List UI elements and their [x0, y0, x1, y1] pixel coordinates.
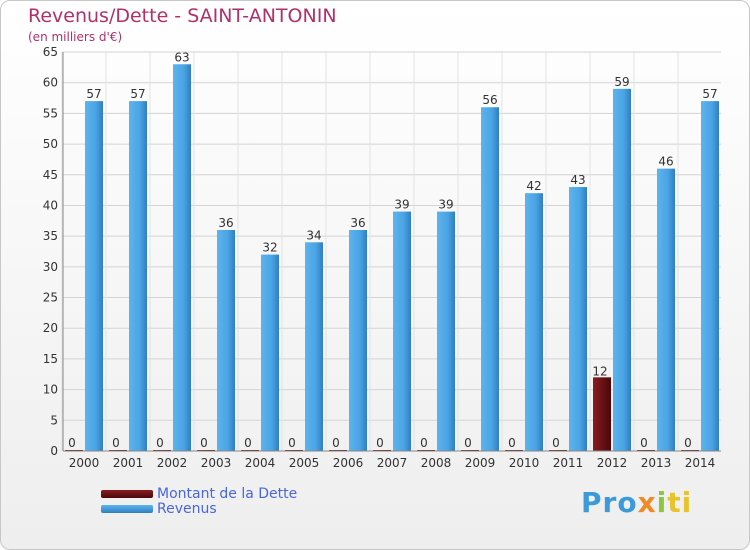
logo-part-1: Pro	[581, 486, 638, 519]
x-tick-label-2003: 2003	[201, 456, 232, 470]
data-label-revenus-2010: 42	[526, 179, 541, 193]
x-tick-label-2007: 2007	[377, 456, 408, 470]
data-label-revenus-2001: 57	[130, 87, 145, 101]
bar-revenus-2012	[613, 88, 631, 451]
bar-revenus-2014	[701, 101, 719, 451]
x-tick-label-2011: 2011	[553, 456, 584, 470]
data-label-dette-2002: 0	[156, 436, 164, 450]
y-tick-label: 30	[43, 260, 58, 274]
x-tick-label-2008: 2008	[421, 456, 452, 470]
logo-part-3: i	[656, 486, 668, 519]
data-label-revenus-2008: 39	[438, 198, 453, 212]
bar-revenus-2003	[217, 230, 235, 451]
bar-revenus-2008	[437, 211, 455, 451]
bar-revenus-2010	[525, 193, 543, 451]
y-tick-label: 0	[50, 444, 58, 458]
grid-layer	[61, 51, 721, 452]
x-tick-label-2010: 2010	[509, 456, 540, 470]
y-tick-label: 10	[43, 383, 58, 397]
x-tick-label-2001: 2001	[113, 456, 144, 470]
data-label-revenus-2000: 57	[86, 87, 101, 101]
data-label-revenus-2009: 56	[482, 93, 497, 107]
bar-revenus-2005	[305, 242, 323, 451]
data-label-dette-2014: 0	[684, 436, 692, 450]
x-tick-label-2000: 2000	[69, 456, 100, 470]
data-label-dette-2001: 0	[112, 436, 120, 450]
data-label-dette-2004: 0	[244, 436, 252, 450]
y-tick-label: 60	[43, 76, 58, 90]
bar-revenus-2002	[173, 64, 191, 452]
y-tick-label: 50	[43, 137, 58, 151]
legend-swatch-revenus	[101, 505, 153, 513]
bar-dette-2012	[593, 377, 611, 451]
data-label-revenus-2006: 36	[350, 216, 365, 230]
data-label-revenus-2003: 36	[218, 216, 233, 230]
bar-revenus-2007	[393, 211, 411, 451]
data-label-dette-2010: 0	[508, 436, 516, 450]
x-tick-label-2002: 2002	[157, 456, 188, 470]
logo-part-2: x	[637, 486, 657, 519]
y-tick-label: 65	[43, 45, 58, 59]
data-label-revenus-2004: 32	[262, 241, 277, 255]
x-tick-label-2014: 2014	[685, 456, 716, 470]
y-tick-label: 35	[43, 229, 58, 243]
data-label-revenus-2014: 57	[702, 87, 717, 101]
data-label-dette-2012: 12	[592, 364, 607, 378]
y-tick-label: 25	[43, 291, 58, 305]
data-label-revenus-2002: 63	[174, 50, 189, 64]
data-label-dette-2008: 0	[420, 436, 428, 450]
data-label-revenus-2007: 39	[394, 198, 409, 212]
bar-revenus-2006	[349, 230, 367, 451]
chart-subtitle: (en milliers d'€)	[28, 30, 123, 44]
data-label-dette-2013: 0	[640, 436, 648, 450]
data-label-dette-2007: 0	[376, 436, 384, 450]
data-label-revenus-2005: 34	[306, 228, 321, 242]
proxiti-logo: Proxiti	[581, 486, 692, 519]
legend-label-revenus: Revenus	[157, 501, 217, 517]
x-tick-label-2006: 2006	[333, 456, 364, 470]
chart-title: Revenus/Dette - SAINT-ANTONIN	[28, 5, 337, 27]
data-label-revenus-2013: 46	[658, 155, 673, 169]
x-tick-label-2005: 2005	[289, 456, 320, 470]
logo-part-4: ti	[667, 486, 693, 519]
y-tick-label: 15	[43, 352, 58, 366]
x-tick-label-2004: 2004	[245, 456, 276, 470]
bars-layer	[65, 64, 719, 452]
x-tick-label-2013: 2013	[641, 456, 672, 470]
data-label-dette-2003: 0	[200, 436, 208, 450]
data-label-revenus-2011: 43	[570, 173, 585, 187]
bar-revenus-2011	[569, 187, 587, 452]
bar-revenus-2013	[657, 168, 675, 451]
x-tick-label-2009: 2009	[465, 456, 496, 470]
bar-revenus-2000	[85, 101, 103, 451]
data-label-revenus-2012: 59	[614, 75, 629, 89]
y-tick-label: 20	[43, 321, 58, 335]
data-label-dette-2005: 0	[288, 436, 296, 450]
data-label-dette-2011: 0	[552, 436, 560, 450]
y-tick-label: 40	[43, 198, 58, 212]
bar-revenus-2009	[481, 107, 499, 451]
labels-layer: 0 57 0 57 0 63 0 36 0 32 0 34 0 36 0 39 0 39 0 56 0 42 0 43 12 59…	[68, 50, 717, 450]
data-label-dette-2000: 0	[68, 436, 76, 450]
data-label-dette-2009: 0	[464, 436, 472, 450]
y-tick-label: 55	[43, 106, 58, 120]
bar-revenus-2004	[261, 254, 279, 451]
legend-label-dette: Montant de la Dette	[157, 486, 298, 502]
y-tick-label: 45	[43, 168, 58, 182]
bar-revenus-2001	[129, 101, 147, 451]
legend-swatch-dette	[101, 490, 153, 498]
data-label-dette-2006: 0	[332, 436, 340, 450]
y-tick-label: 5	[50, 413, 58, 427]
x-tick-label-2012: 2012	[597, 456, 628, 470]
